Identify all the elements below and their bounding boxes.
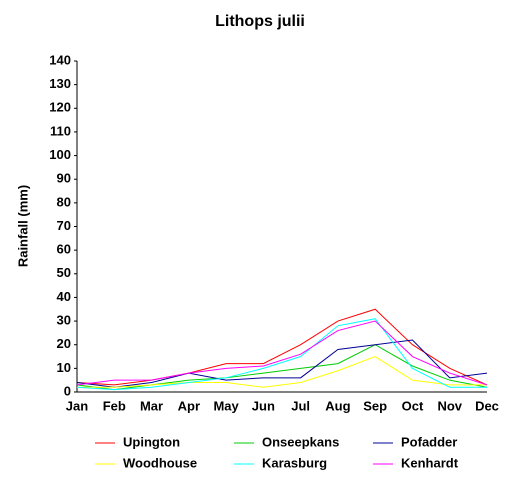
y-tick-label: 0: [64, 383, 71, 398]
y-tick-label: 140: [49, 52, 71, 67]
y-tick-label: 10: [57, 360, 71, 375]
y-axis-label: Rainfall (mm): [15, 185, 30, 267]
x-tick-label: Jul: [291, 398, 310, 413]
legend-label: Pofadder: [401, 434, 457, 449]
series-line: [76, 308, 488, 386]
x-tick-label: Aug: [325, 398, 350, 413]
y-tick-label: 30: [57, 313, 71, 328]
y-tick-label: 50: [57, 265, 71, 280]
series-line: [76, 318, 487, 391]
x-tick-label: Jun: [252, 398, 275, 413]
legend-label: Upington: [123, 434, 180, 449]
series-line: [76, 320, 488, 386]
y-tick-label: 130: [49, 76, 71, 91]
y-tick-label: 60: [57, 242, 71, 257]
series-line: [76, 344, 488, 391]
x-tick-label: Sep: [363, 398, 387, 413]
y-tick-label: 70: [57, 218, 71, 233]
x-tick-label: Dec: [475, 398, 499, 413]
x-tick-label: Mar: [140, 398, 163, 413]
legend-label: Onseepkans: [262, 434, 339, 449]
legend-label: Woodhouse: [123, 455, 197, 470]
y-tick-label: 90: [57, 171, 71, 186]
y-tick-label: 80: [57, 194, 71, 209]
x-tick-label: Nov: [437, 398, 462, 413]
series-line: [76, 339, 488, 388]
y-tick-label: 40: [57, 289, 71, 304]
chart-title: Lithops julii: [215, 13, 305, 30]
y-tick-label: 100: [49, 147, 71, 162]
x-tick-label: Feb: [103, 398, 126, 413]
x-tick-label: Jan: [66, 398, 88, 413]
series-line: [77, 355, 487, 388]
x-tick-label: Apr: [178, 398, 200, 413]
y-tick-label: 110: [50, 123, 71, 138]
y-tick-label: 20: [57, 336, 71, 351]
x-tick-label: May: [213, 398, 239, 413]
x-tick-label: Oct: [402, 398, 424, 413]
y-tick-label: 120: [49, 100, 71, 115]
legend-label: Kenhardt: [401, 455, 459, 470]
legend-label: Karasburg: [262, 455, 327, 470]
